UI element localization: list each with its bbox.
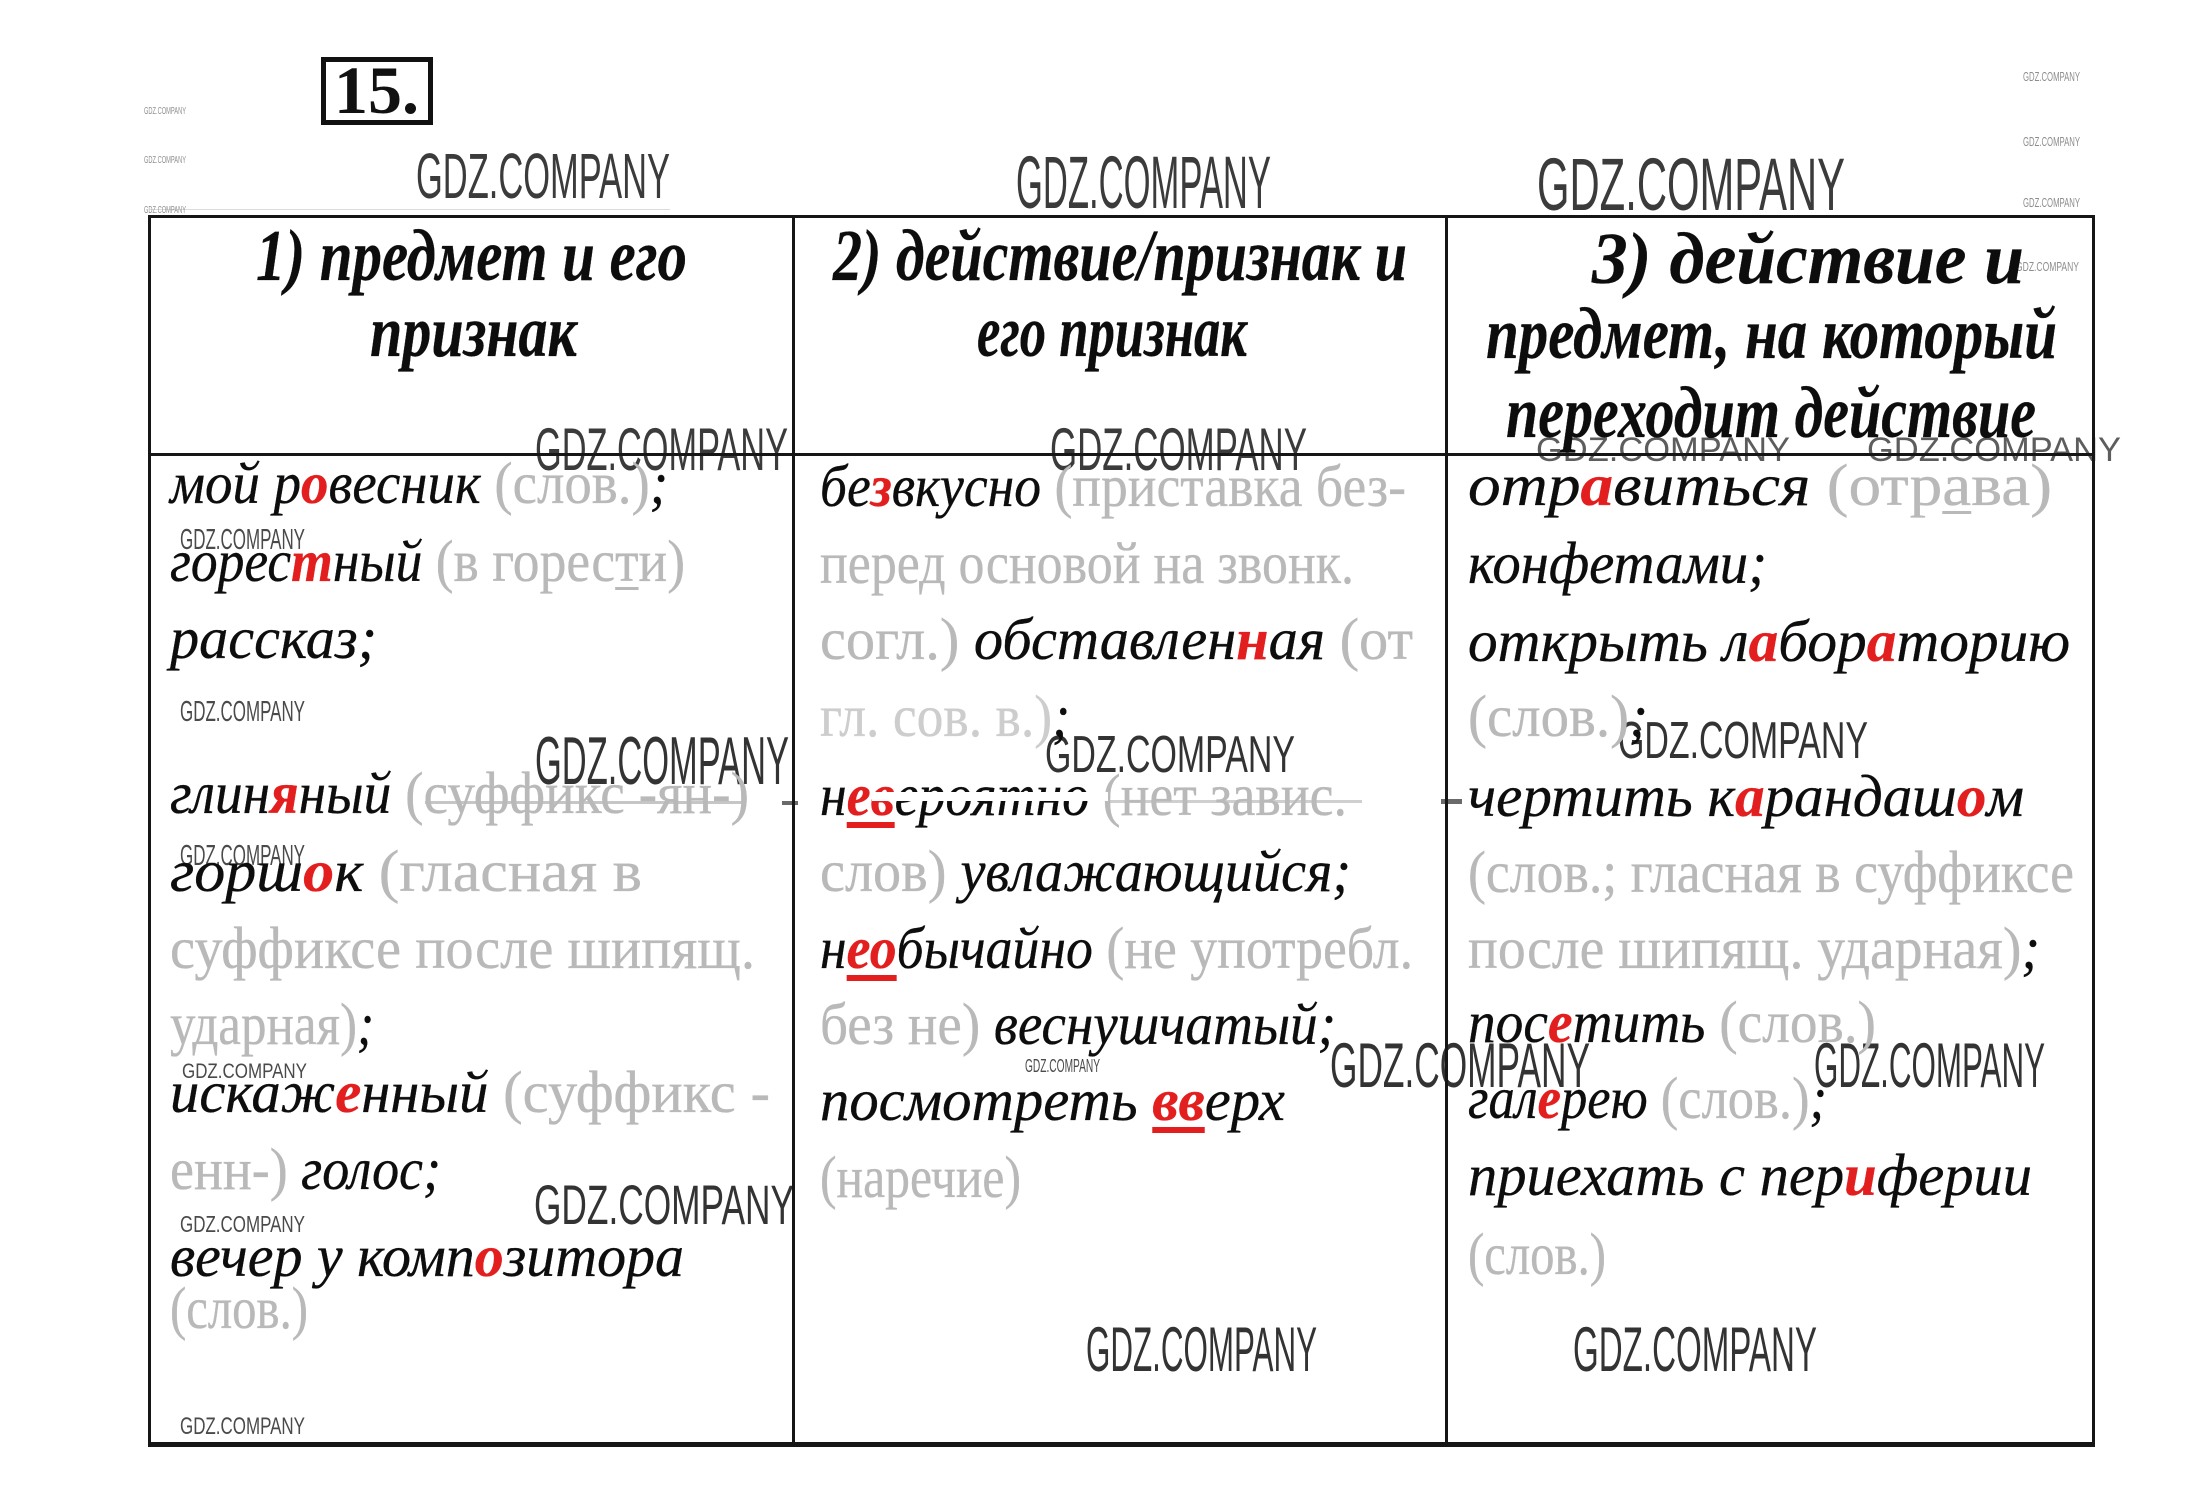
svg-text:GDZ.COMPANY: GDZ.COMPANY (180, 696, 305, 728)
svg-text:GDZ.COMPANY: GDZ.COMPANY (1573, 1315, 1817, 1385)
svg-text:GDZ.COMPANY: GDZ.COMPANY (1618, 712, 1868, 770)
svg-text:GDZ.COMPANY: GDZ.COMPANY (144, 155, 186, 166)
svg-text:GDZ.COMPANY: GDZ.COMPANY (535, 416, 788, 483)
svg-text:GDZ.COMPANY: GDZ.COMPANY (534, 1173, 794, 1236)
svg-text:GDZ.COMPANY: GDZ.COMPANY (2016, 259, 2079, 274)
svg-text:GDZ.COMPANY: GDZ.COMPANY (1330, 1031, 1590, 1101)
svg-text:GDZ.COMPANY: GDZ.COMPANY (535, 723, 789, 799)
svg-text:GDZ.COMPANY: GDZ.COMPANY (1016, 141, 1271, 224)
svg-text:GDZ.COMPANY: GDZ.COMPANY (2023, 134, 2080, 149)
svg-text:GDZ.COMPANY: GDZ.COMPANY (1025, 1056, 1100, 1076)
svg-text:GDZ.COMPANY: GDZ.COMPANY (1867, 431, 2121, 469)
svg-text:GDZ.COMPANY: GDZ.COMPANY (144, 205, 186, 216)
svg-text:GDZ.COMPANY: GDZ.COMPANY (2023, 69, 2080, 84)
svg-text:GDZ.COMPANY: GDZ.COMPANY (2023, 195, 2080, 210)
svg-text:GDZ.COMPANY: GDZ.COMPANY (182, 1060, 307, 1083)
svg-text:GDZ.COMPANY: GDZ.COMPANY (1814, 1031, 2045, 1101)
svg-text:GDZ.COMPANY: GDZ.COMPANY (180, 840, 305, 872)
svg-text:GDZ.COMPANY: GDZ.COMPANY (1536, 431, 1790, 469)
svg-text:GDZ.COMPANY: GDZ.COMPANY (180, 1413, 305, 1440)
svg-text:GDZ.COMPANY: GDZ.COMPANY (1050, 416, 1307, 483)
svg-text:GDZ.COMPANY: GDZ.COMPANY (416, 140, 670, 212)
svg-text:GDZ.COMPANY: GDZ.COMPANY (1537, 143, 1845, 226)
svg-text:GDZ.COMPANY: GDZ.COMPANY (1086, 1315, 1317, 1385)
svg-text:GDZ.COMPANY: GDZ.COMPANY (180, 524, 305, 556)
svg-text:GDZ.COMPANY: GDZ.COMPANY (1045, 726, 1295, 784)
svg-text:GDZ.COMPANY: GDZ.COMPANY (180, 1211, 305, 1237)
svg-text:GDZ.COMPANY: GDZ.COMPANY (144, 106, 186, 117)
